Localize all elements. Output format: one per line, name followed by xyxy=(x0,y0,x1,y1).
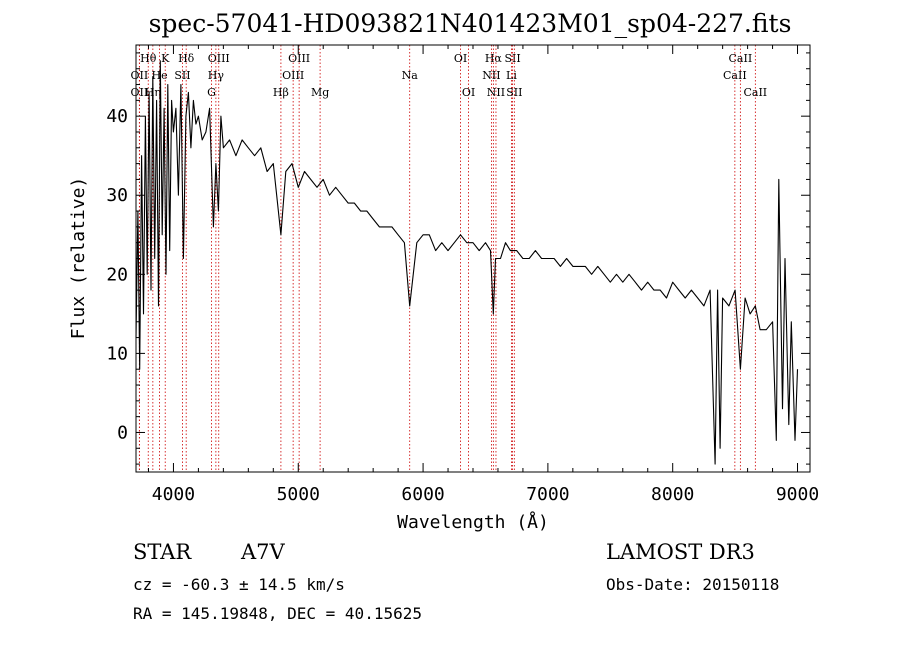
object-class: STAR xyxy=(133,540,192,564)
line-marker-label-25: CaII xyxy=(723,69,747,82)
y-axis-label: Flux (relative) xyxy=(68,177,89,340)
y-tick-label-3: 30 xyxy=(106,185,128,206)
spectrum-layer xyxy=(135,60,799,465)
line-marker-label-11: OIII xyxy=(288,52,310,65)
spectrum-series xyxy=(135,60,799,465)
survey-name: LAMOST DR3 xyxy=(606,540,755,564)
obs-date: Obs-Date: 20150118 xyxy=(606,575,779,594)
redshift-readout: cz = -60.3 ± 14.5 km/s xyxy=(133,575,345,594)
line-marker-label-8: OIII xyxy=(208,52,230,65)
x-tick-label-0: 4000 xyxy=(152,484,195,505)
line-marker-label-7: Hδ xyxy=(178,52,195,65)
line-marker-label-0: OII xyxy=(131,86,149,99)
y-tick-label-0: 0 xyxy=(117,422,128,443)
line-marker-label-4: He xyxy=(152,69,168,82)
line-marker-label-12: OIII xyxy=(282,69,304,82)
line-marker-label-6: SII xyxy=(174,69,190,82)
line-marker-label-15: Na xyxy=(402,69,419,82)
chart-title: spec-57041-HD093821N401423M01_sp04-227.f… xyxy=(149,9,792,38)
y-axis: 0 10 20 30 40 xyxy=(106,52,810,465)
line-marker-label-19: NII xyxy=(482,69,500,82)
y-tick-label-4: 40 xyxy=(106,106,128,127)
line-marker-label-20: NII xyxy=(487,86,505,99)
object-subclass: A7V xyxy=(240,540,286,564)
line-marker-label-26: CaII xyxy=(743,86,767,99)
line-marker-label-1: Hθ xyxy=(140,52,157,65)
line-marker-label-2: OII xyxy=(131,69,149,82)
line-marker-label-14: Mg xyxy=(311,86,329,99)
line-marker-label-5: K xyxy=(161,52,170,65)
y-tick-label-2: 20 xyxy=(106,264,128,285)
line-marker-label-17: OI xyxy=(462,86,475,99)
line-marker-label-21: SII xyxy=(504,52,520,65)
line-marker-label-9: Hγ xyxy=(208,69,225,82)
line-marker-label-13: Hβ xyxy=(273,86,289,99)
line-marker-label-16: OI xyxy=(454,52,467,65)
x-tick-label-4: 8000 xyxy=(651,484,694,505)
line-marker-label-22: Li xyxy=(506,69,517,82)
plot-frame xyxy=(135,44,811,473)
coordinates: RA = 145.19848, DEC = 40.15625 xyxy=(133,604,422,623)
line-marker-label-10: G xyxy=(207,86,216,99)
line-marker-label-24: CaII xyxy=(729,52,753,65)
x-axis-label: Wavelength (Å) xyxy=(397,511,549,533)
x-tick-label-5: 9000 xyxy=(776,484,819,505)
x-tick-label-1: 5000 xyxy=(277,484,320,505)
x-tick-label-3: 7000 xyxy=(526,484,569,505)
y-tick-label-1: 10 xyxy=(106,343,128,364)
x-axis: 4000 5000 6000 7000 8000 9000 xyxy=(147,45,819,505)
x-tick-label-2: 6000 xyxy=(401,484,444,505)
line-marker-label-23: SII xyxy=(506,86,522,99)
line-marker-label-18: Hα xyxy=(485,52,503,65)
